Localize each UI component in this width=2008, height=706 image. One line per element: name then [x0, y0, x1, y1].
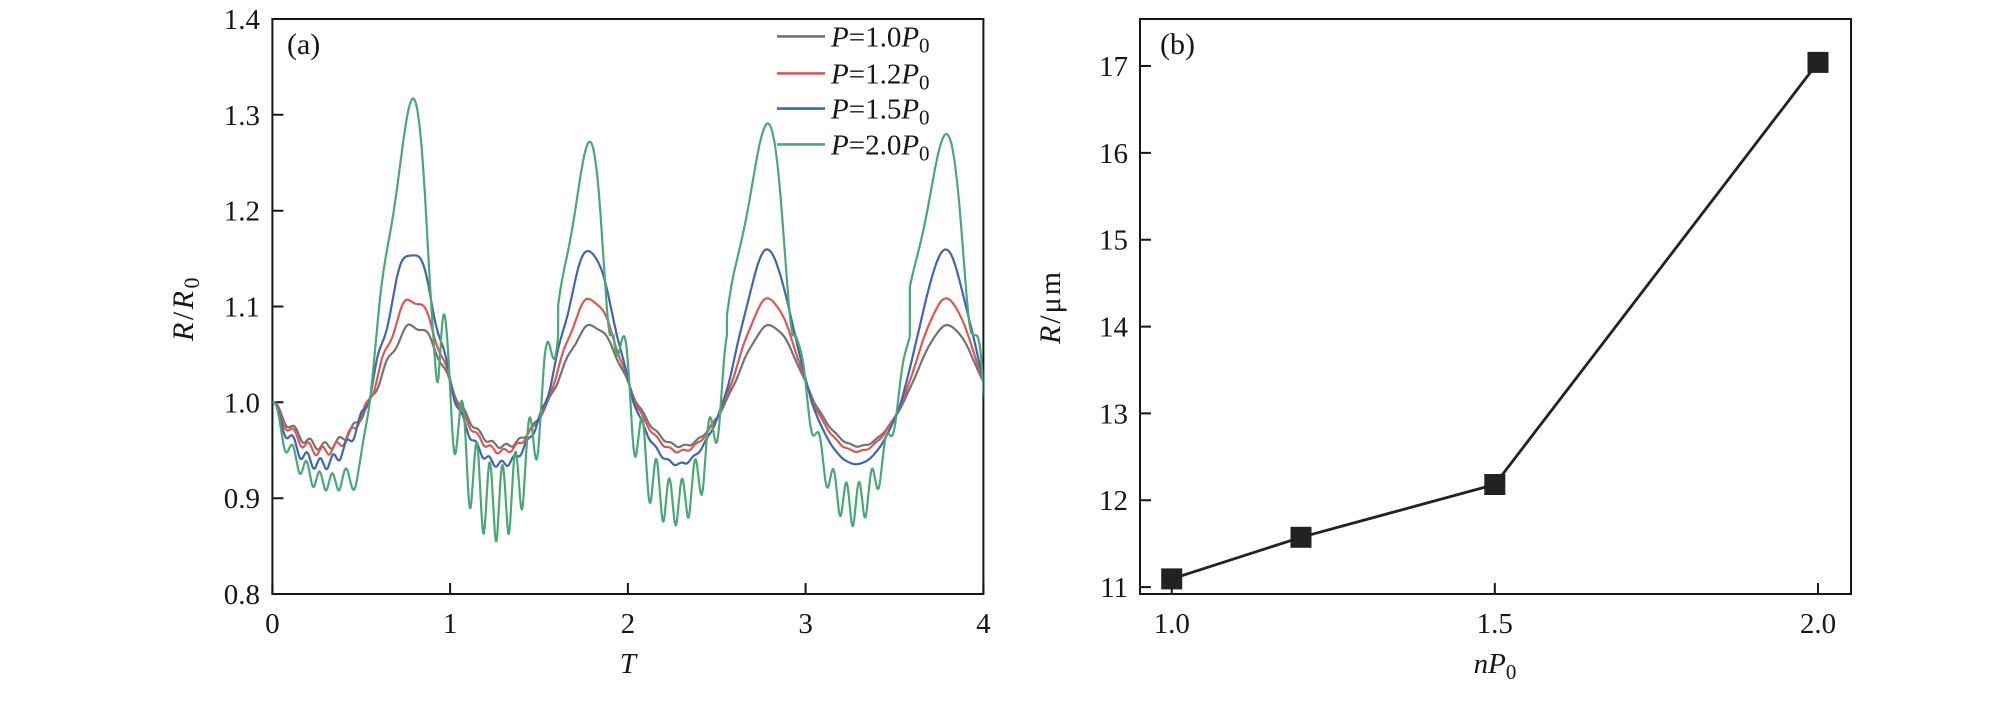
svg-text:0: 0 — [265, 608, 280, 640]
svg-text:14: 14 — [1099, 312, 1129, 344]
svg-text:1: 1 — [443, 608, 458, 640]
svg-text:P=2.0P0: P=2.0P0 — [830, 129, 930, 165]
svg-text:0.8: 0.8 — [224, 579, 260, 611]
svg-text:P=1.5P0: P=1.5P0 — [830, 94, 930, 130]
svg-text:2: 2 — [621, 608, 636, 640]
svg-text:1.0: 1.0 — [224, 387, 260, 419]
svg-text:1.1: 1.1 — [224, 292, 260, 324]
svg-text:1.4: 1.4 — [224, 4, 261, 36]
svg-text:15: 15 — [1099, 225, 1128, 257]
svg-text:1.2: 1.2 — [224, 196, 260, 228]
svg-text:12: 12 — [1099, 485, 1128, 517]
svg-text:1.5: 1.5 — [1477, 608, 1513, 640]
svg-text:0.9: 0.9 — [224, 483, 260, 515]
svg-text:R/μm: R/μm — [1034, 270, 1067, 345]
svg-text:1.0: 1.0 — [1154, 608, 1190, 640]
svg-text:nP0: nP0 — [1474, 648, 1517, 684]
svg-text:R/R0: R/R0 — [167, 275, 204, 342]
svg-text:4: 4 — [976, 608, 991, 640]
svg-text:17: 17 — [1099, 51, 1128, 83]
svg-text:13: 13 — [1099, 398, 1128, 430]
svg-text:2.0: 2.0 — [1800, 608, 1836, 640]
svg-text:(b): (b) — [1160, 28, 1195, 61]
svg-text:P=1.2P0: P=1.2P0 — [830, 58, 930, 94]
svg-text:11: 11 — [1100, 572, 1128, 604]
svg-text:1.3: 1.3 — [224, 100, 260, 132]
svg-text:16: 16 — [1099, 138, 1128, 170]
svg-text:P=1.0P0: P=1.0P0 — [830, 21, 930, 57]
svg-text:T: T — [620, 648, 638, 680]
svg-text:(a): (a) — [287, 28, 320, 61]
svg-text:3: 3 — [798, 608, 813, 640]
